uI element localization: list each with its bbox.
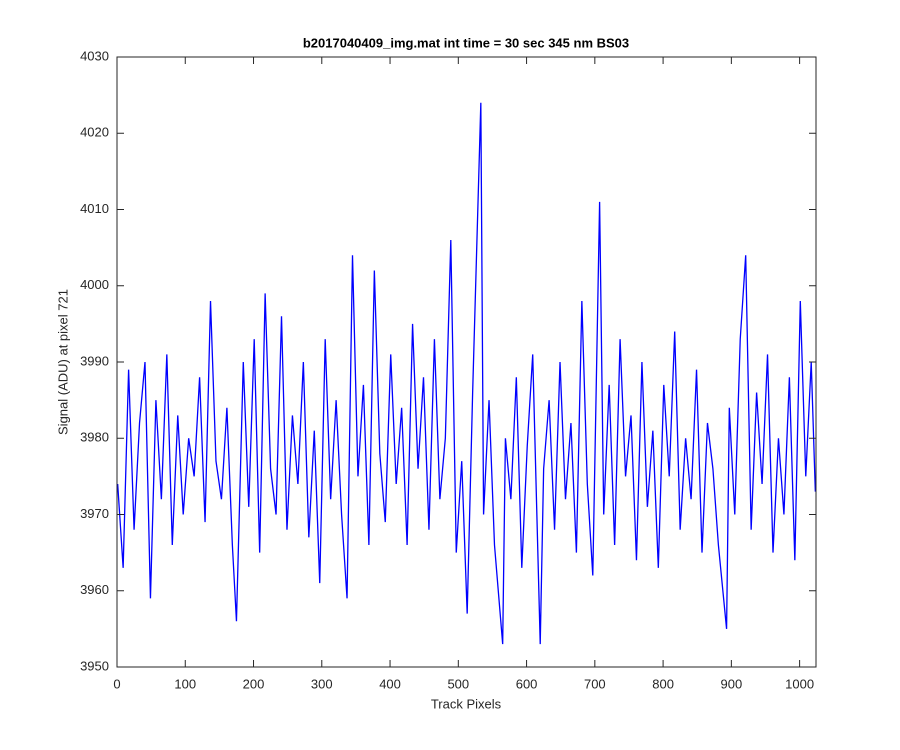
x-axis-label: Track Pixels (431, 696, 502, 711)
y-tick-label: 3990 (80, 353, 109, 368)
y-axis-label: Signal (ADU) at pixel 721 (55, 289, 70, 435)
data-line (117, 102, 816, 645)
x-tick-label: 600 (516, 676, 538, 691)
x-tick-label: 400 (379, 676, 401, 691)
y-tick-label: 3950 (80, 658, 109, 673)
x-tick-label: 1000 (785, 676, 814, 691)
y-tick-label: 3980 (80, 430, 109, 445)
x-tick-label: 900 (721, 676, 743, 691)
x-tick-label: 500 (447, 676, 469, 691)
y-tick-label: 4000 (80, 277, 109, 292)
y-tick-label: 4020 (80, 125, 109, 140)
chart-title: b2017040409_img.mat int time = 30 sec 34… (303, 35, 629, 50)
x-tick-label: 200 (243, 676, 265, 691)
x-tick-label: 300 (311, 676, 333, 691)
y-tick-label: 3970 (80, 506, 109, 521)
x-tick-label: 800 (652, 676, 674, 691)
x-tick-label: 700 (584, 676, 606, 691)
y-tick-label: 4030 (80, 48, 109, 63)
y-tick-label: 4010 (80, 201, 109, 216)
y-tick-label: 3960 (80, 582, 109, 597)
x-tick-label: 100 (174, 676, 196, 691)
plot-frame (116, 56, 817, 668)
x-tick-label: 0 (113, 676, 120, 691)
